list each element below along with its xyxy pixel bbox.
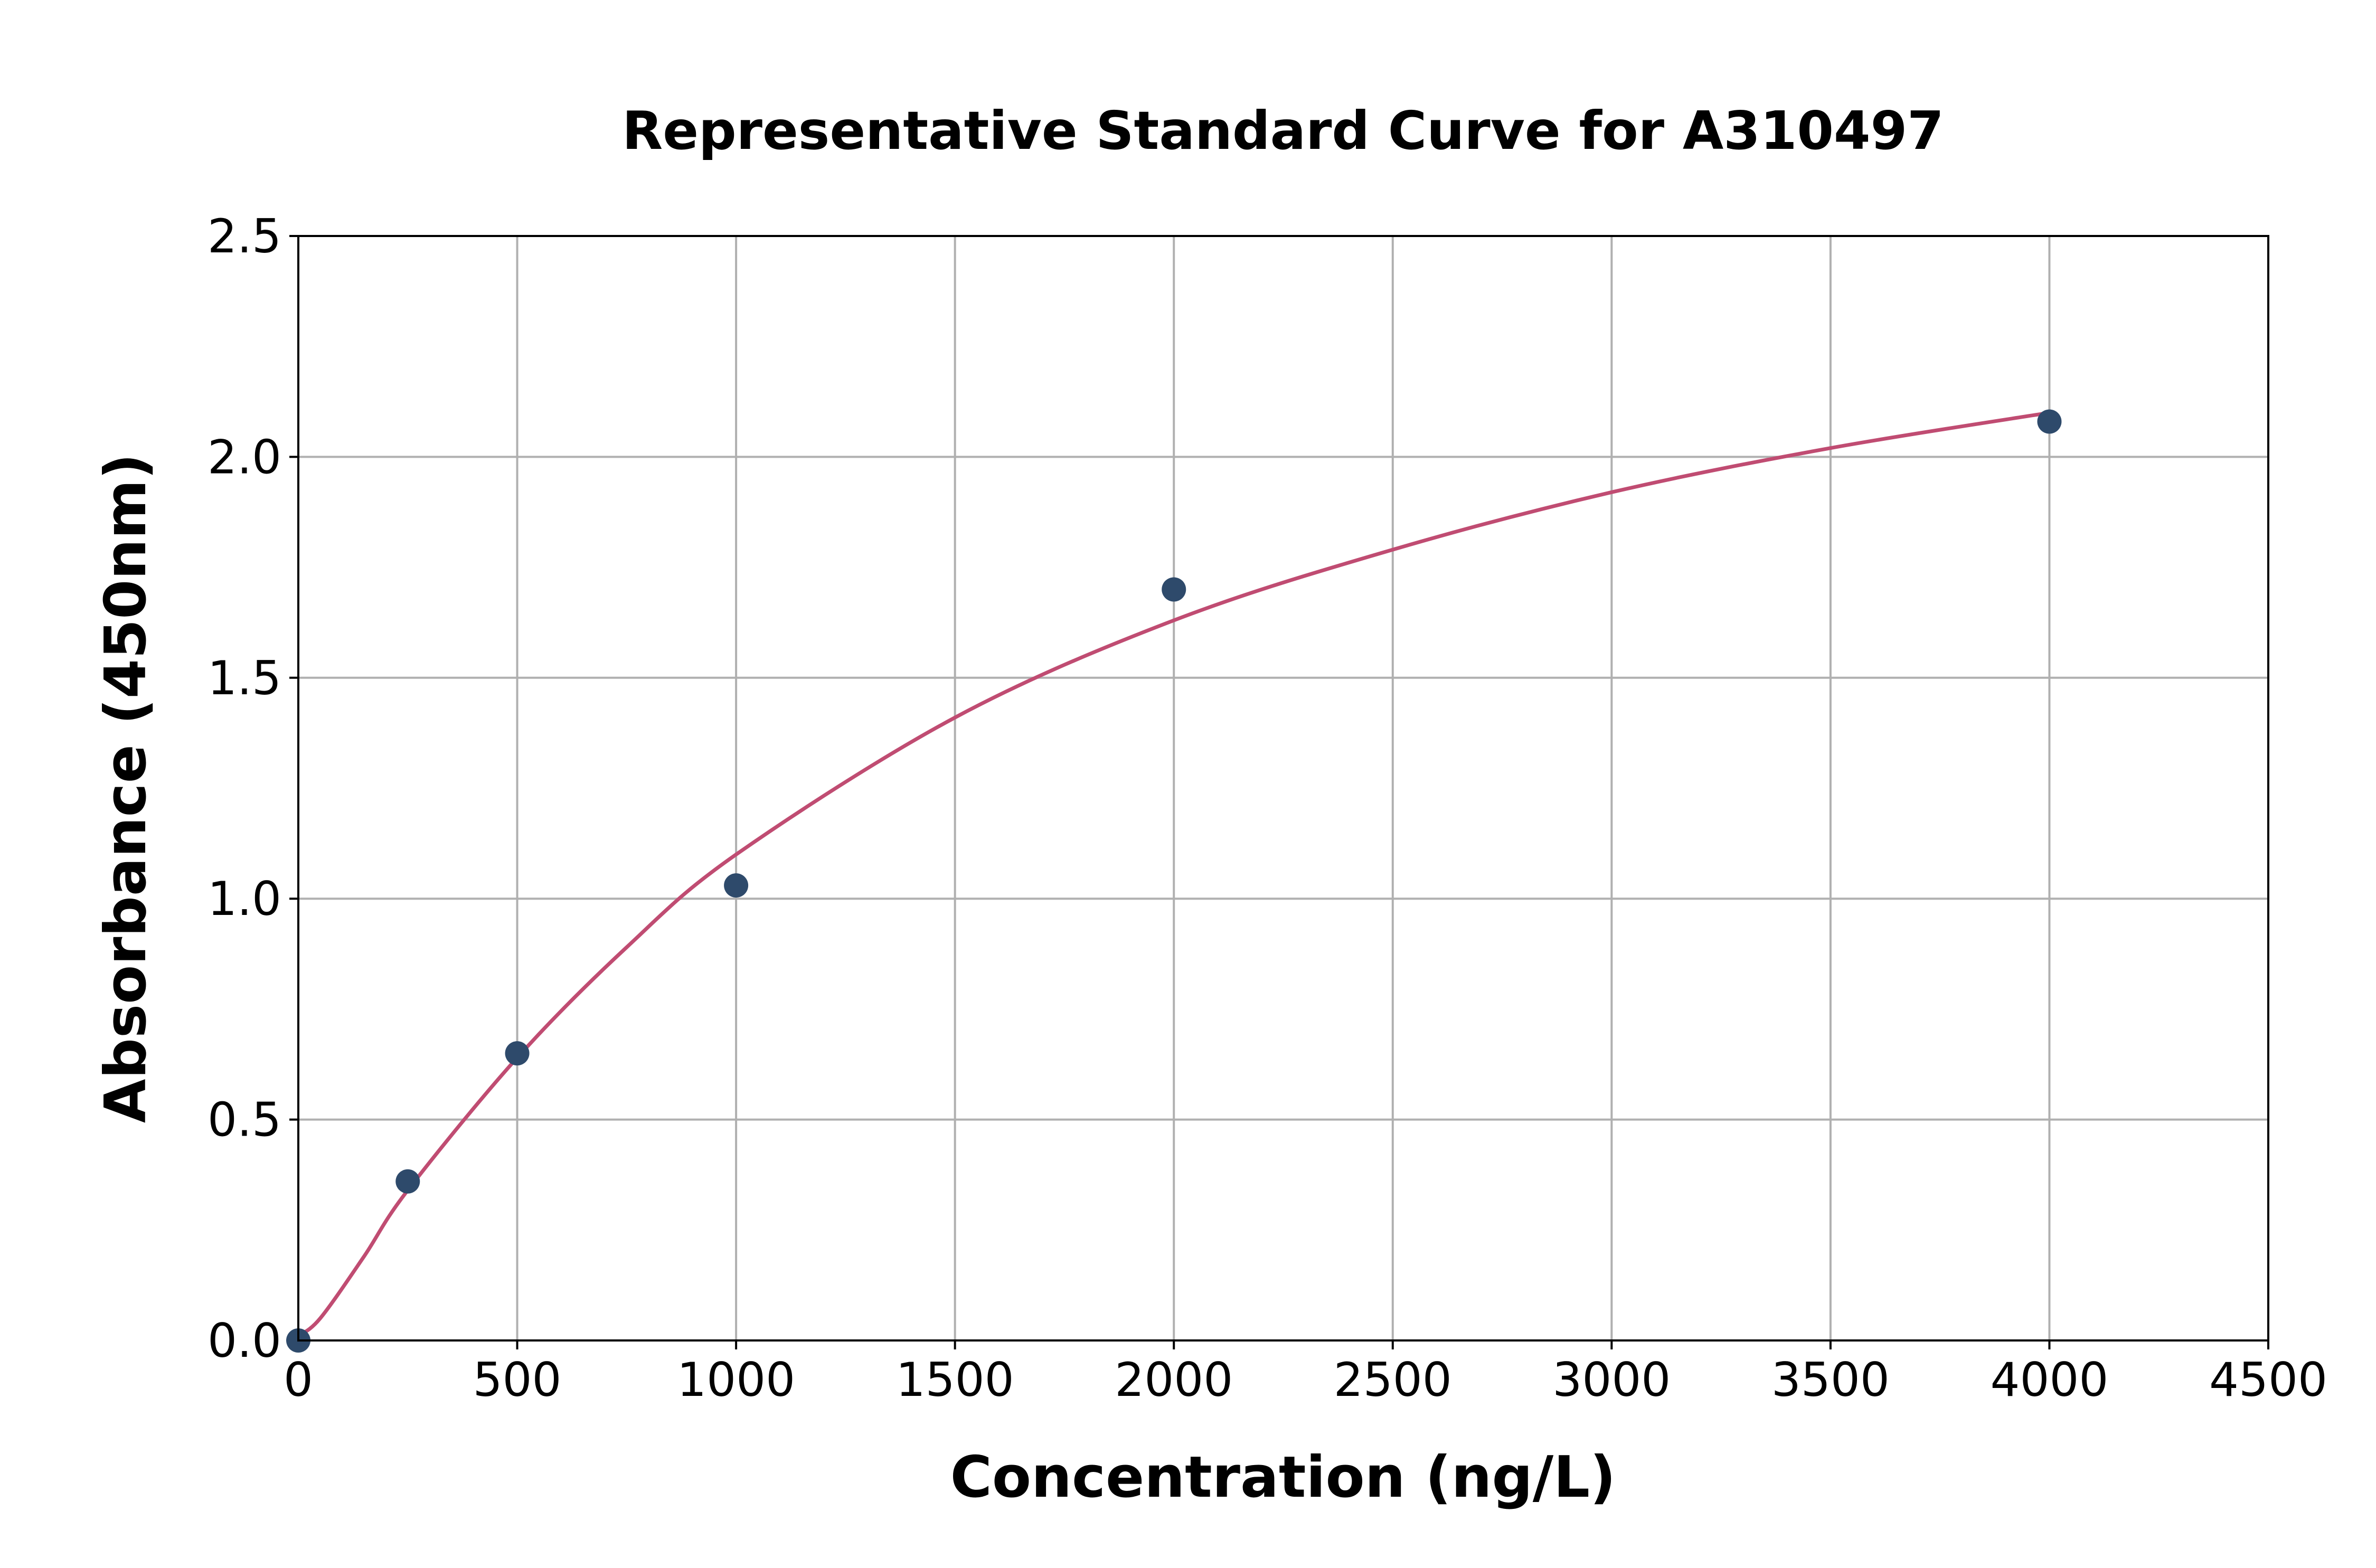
data-points: [286, 409, 2062, 1353]
y-tick-label: 0.0: [208, 1314, 281, 1368]
data-point: [724, 873, 749, 898]
plot-frame: [297, 235, 2269, 1342]
y-tick-label: 2.0: [208, 430, 281, 484]
x-tick-label: 3500: [1771, 1353, 1890, 1407]
y-axis-label: Absorbance (450nm): [93, 454, 159, 1123]
x-axis-label: Concentration (ng/L): [950, 1444, 1616, 1510]
data-point: [395, 1169, 420, 1194]
grid: [297, 235, 2269, 1342]
x-tick-label: 4000: [1990, 1353, 2108, 1407]
x-tick-label: 0: [284, 1353, 313, 1407]
y-tick-label: 1.5: [208, 651, 281, 705]
data-point: [2037, 409, 2062, 434]
x-tick-label: 2500: [1334, 1353, 1452, 1407]
data-point: [505, 1041, 530, 1066]
x-tick-label: 1500: [896, 1353, 1014, 1407]
data-point: [1162, 577, 1186, 602]
y-tick-label: 2.5: [208, 209, 281, 263]
ticks: 0 500 1000 1500 2000 2500 3000 3500 4000 4500 0.0 0…: [208, 209, 2327, 1407]
y-tick-label: 0.5: [208, 1093, 281, 1147]
x-tick-label: 2000: [1115, 1353, 1233, 1407]
x-tick-label: 3000: [1552, 1353, 1671, 1407]
y-tick-label: 1.0: [208, 872, 281, 926]
x-tick-label: 1000: [677, 1353, 795, 1407]
x-tick-label: 4500: [2209, 1353, 2327, 1407]
x-tick-label: 500: [473, 1353, 562, 1407]
chart-title: Representative Standard Curve for A31049…: [622, 100, 1944, 162]
